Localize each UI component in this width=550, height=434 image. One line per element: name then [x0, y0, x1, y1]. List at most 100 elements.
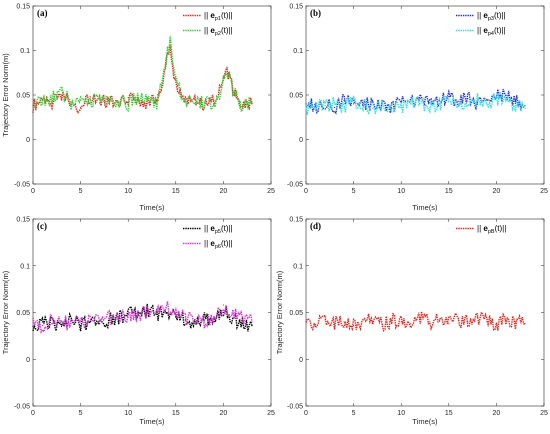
data-point: [222, 311, 224, 314]
data-point: [213, 99, 215, 101]
y-tick-label: 0: [26, 137, 30, 144]
data-point: [448, 323, 450, 325]
data-point: [99, 97, 101, 100]
data-point: [467, 321, 469, 323]
data-point: [80, 106, 82, 109]
legend-subscript: p5: [215, 229, 221, 235]
x-tick-label: 10: [124, 188, 132, 195]
data-point: [222, 304, 224, 306]
data-point: [251, 101, 253, 103]
data-point: [156, 313, 158, 315]
data-point: [146, 100, 148, 102]
data-point: [156, 310, 158, 312]
data-point: [241, 323, 244, 325]
data-point: [173, 76, 175, 78]
data-point: [177, 85, 179, 87]
data-point: [372, 100, 374, 102]
data-point: [41, 321, 44, 323]
data-point: [218, 89, 221, 92]
x-axis-label: Time(s): [412, 417, 438, 426]
data-point: [333, 106, 336, 109]
series-line-p5: [32, 303, 253, 332]
x-tick-label: 25: [267, 188, 275, 195]
data-point: [60, 89, 63, 92]
x-tick-label: 0: [304, 410, 308, 417]
x-tick-label: 10: [397, 188, 405, 195]
x-tick-label: 25: [267, 410, 275, 417]
legend-text: ||: [204, 224, 210, 233]
data-point: [222, 80, 224, 82]
data-point: [467, 100, 469, 102]
y-tick-label: -0.05: [14, 182, 30, 189]
data-point: [419, 97, 421, 100]
data-point: [32, 105, 34, 107]
y-tick-label: 0.05: [289, 93, 303, 100]
data-point: [32, 321, 34, 323]
y-axis-label: Trajectory Error Norm(m): [1, 53, 10, 137]
data-point: [381, 324, 383, 326]
x-tick-label: 10: [124, 410, 132, 417]
data-point: [353, 101, 355, 103]
data-point: [51, 103, 53, 105]
data-point: [410, 102, 412, 104]
data-point: [160, 89, 163, 92]
legend-label: || ep5(t)||: [204, 224, 233, 235]
data-point: [70, 101, 72, 103]
x-axis-label: Time(s): [139, 203, 165, 212]
y-tick-label: 0.05: [16, 93, 30, 100]
x-axis-label: Time(s): [139, 417, 165, 426]
legend-text: ||: [204, 26, 210, 35]
data-point: [241, 105, 244, 107]
x-tick-label: 15: [445, 410, 453, 417]
y-tick-label: 0: [299, 137, 303, 144]
legend-text: ||: [204, 11, 210, 20]
legend-text: ||: [204, 239, 210, 248]
x-tick-label: 0: [31, 188, 35, 195]
data-point: [218, 92, 221, 94]
legend-text: (t)||: [221, 239, 233, 248]
data-point: [391, 319, 393, 321]
x-tick-label: 0: [304, 188, 308, 195]
data-point: [80, 321, 82, 323]
data-point: [165, 307, 167, 309]
data-point: [99, 323, 101, 325]
data-point: [237, 97, 239, 100]
data-point: [324, 105, 326, 107]
data-point: [305, 107, 307, 109]
data-point: [213, 103, 215, 105]
data-point: [99, 321, 101, 323]
data-point: [305, 103, 307, 105]
y-axis-label: Trajectory Error Norm(m): [275, 270, 284, 354]
y-axis-label: Trajectory Error Norm(m): [1, 270, 10, 354]
data-point: [184, 319, 186, 321]
data-point: [127, 316, 129, 318]
data-point: [118, 315, 120, 317]
y-tick-label: 0: [299, 357, 303, 364]
data-point: [177, 88, 179, 90]
y-tick-label: 0.05: [289, 310, 303, 317]
data-point: [343, 321, 345, 323]
axes-frame: [305, 218, 545, 407]
data-point: [70, 323, 72, 325]
legend-text: (t)||: [495, 224, 507, 233]
x-tick-label: 5: [79, 410, 83, 417]
data-point: [32, 101, 34, 103]
data-point: [80, 324, 82, 327]
data-point: [438, 319, 440, 321]
data-point: [251, 321, 253, 323]
x-tick-label: 5: [352, 410, 356, 417]
data-point: [169, 41, 171, 43]
data-point: [203, 101, 205, 103]
y-tick-label: 0.15: [16, 217, 30, 224]
data-point: [32, 325, 34, 328]
data-point: [213, 317, 215, 319]
data-point: [89, 319, 91, 321]
data-point: [467, 97, 469, 100]
data-point: [194, 319, 196, 321]
data-point: [524, 323, 526, 325]
data-point: [160, 85, 163, 87]
data-point: [184, 316, 186, 318]
data-point: [305, 321, 307, 323]
data-point: [457, 318, 459, 320]
data-point: [232, 313, 234, 315]
